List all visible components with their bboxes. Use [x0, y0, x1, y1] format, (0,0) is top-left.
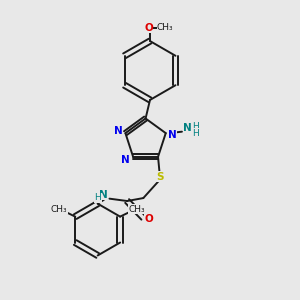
Text: H: H [94, 193, 101, 202]
Text: CH₃: CH₃ [128, 205, 145, 214]
Text: CH₃: CH₃ [51, 205, 68, 214]
Text: N: N [114, 126, 122, 136]
Text: N: N [122, 155, 130, 165]
Text: S: S [156, 172, 163, 182]
Text: N: N [99, 190, 108, 200]
Text: N: N [168, 130, 177, 140]
Text: CH₃: CH₃ [157, 23, 174, 32]
Text: O: O [144, 214, 153, 224]
Text: H: H [192, 122, 199, 131]
Text: H: H [192, 129, 199, 138]
Text: O: O [144, 23, 153, 33]
Text: N: N [184, 123, 192, 133]
